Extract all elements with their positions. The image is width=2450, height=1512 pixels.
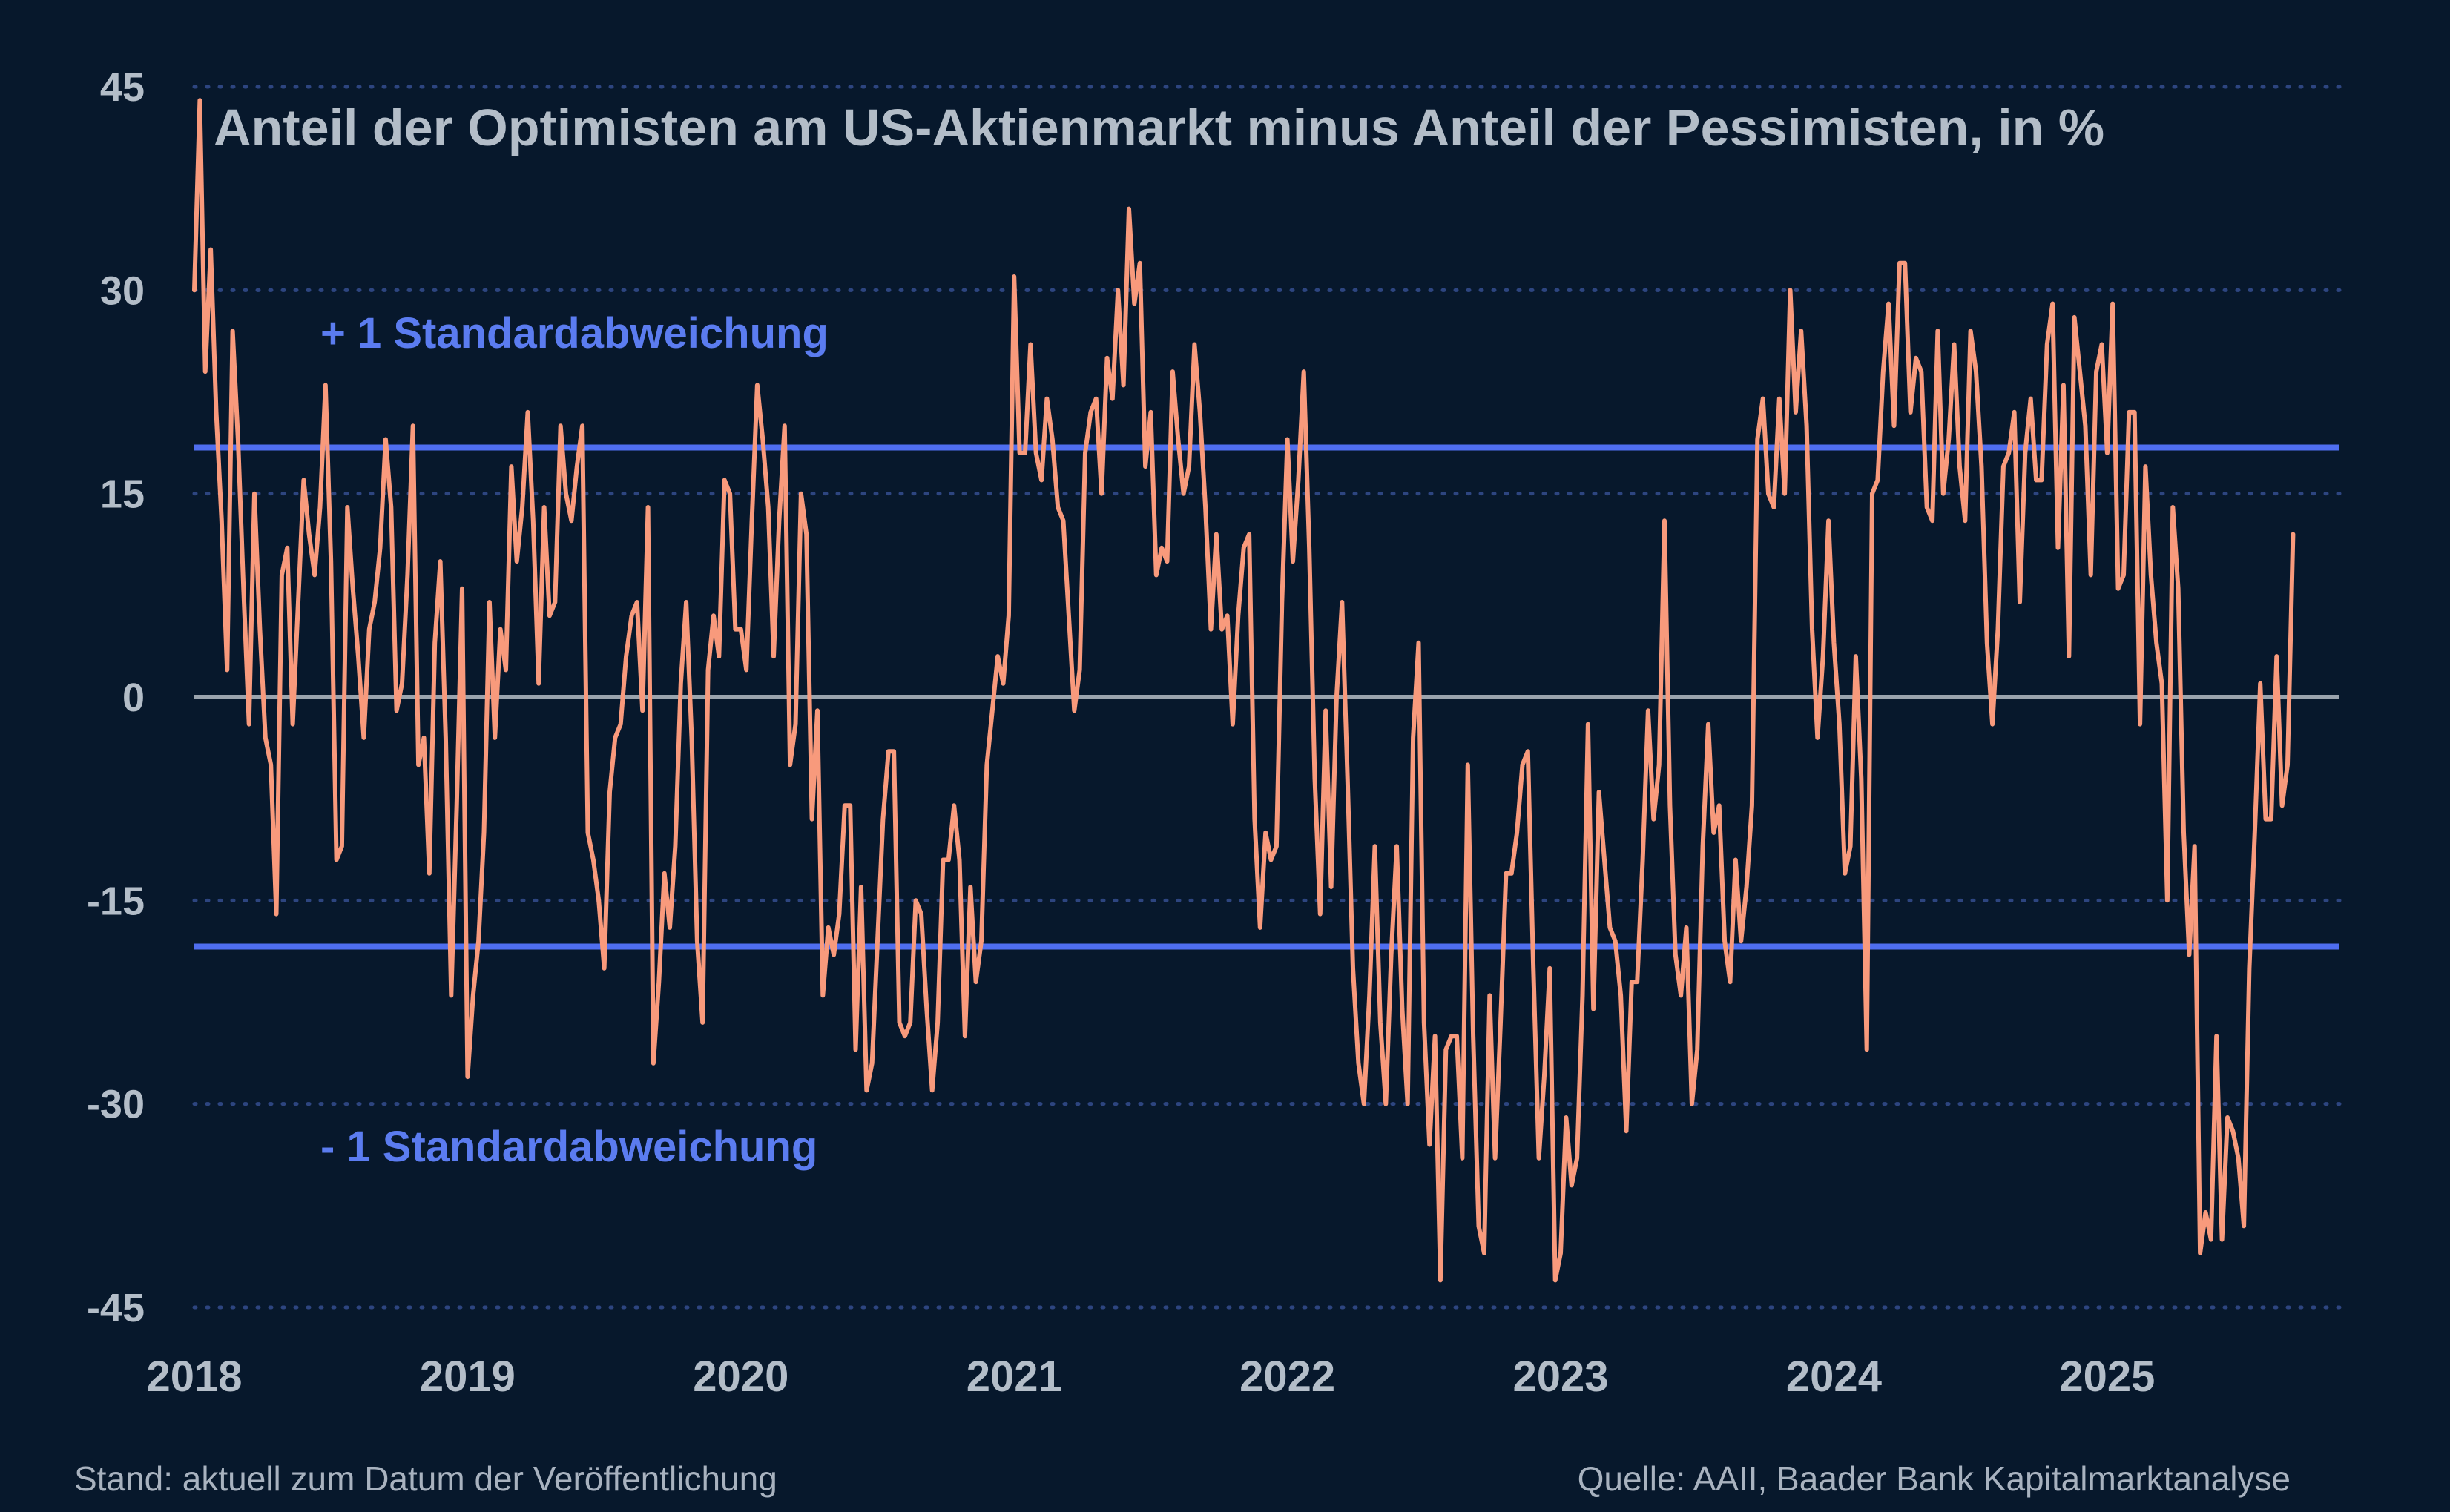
x-tick-label: 2024: [1786, 1353, 1882, 1401]
y-axis-ticks: 45 30 15 0 -15 -30 -45: [87, 65, 145, 1330]
upper-std-label: + 1 Standardabweichung: [320, 309, 829, 357]
y-tick-label: 0: [122, 676, 145, 720]
x-tick-label: 2025: [2059, 1353, 2155, 1401]
y-tick-label: 30: [100, 268, 145, 313]
y-tick-label: 45: [100, 65, 145, 110]
y-tick-label: -15: [87, 879, 145, 923]
x-axis-ticks: 2018 2019 2020 2021 2022 2023 2024 2025: [146, 1353, 2155, 1401]
x-tick-label: 2021: [967, 1353, 1062, 1401]
x-tick-label: 2022: [1239, 1353, 1335, 1401]
x-tick-label: 2020: [693, 1353, 788, 1401]
y-tick-label: -30: [87, 1083, 145, 1127]
x-tick-label: 2023: [1513, 1353, 1609, 1401]
footer-source: Quelle: AAII, Baader Bank Kapitalmarktan…: [1577, 1459, 2291, 1498]
lower-std-label: - 1 Standardabweichung: [320, 1123, 817, 1171]
gridlines: [192, 85, 2342, 1310]
chart-title: Anteil der Optimisten am US-Aktienmarkt …: [214, 99, 2104, 156]
x-tick-label: 2019: [420, 1353, 516, 1401]
series-line: [192, 98, 2296, 1283]
y-tick-label: 15: [100, 472, 145, 517]
y-tick-label: -45: [87, 1286, 145, 1330]
x-tick-label: 2018: [146, 1353, 242, 1401]
footer-status: Stand: aktuell zum Datum der Veröffentli…: [74, 1459, 777, 1498]
